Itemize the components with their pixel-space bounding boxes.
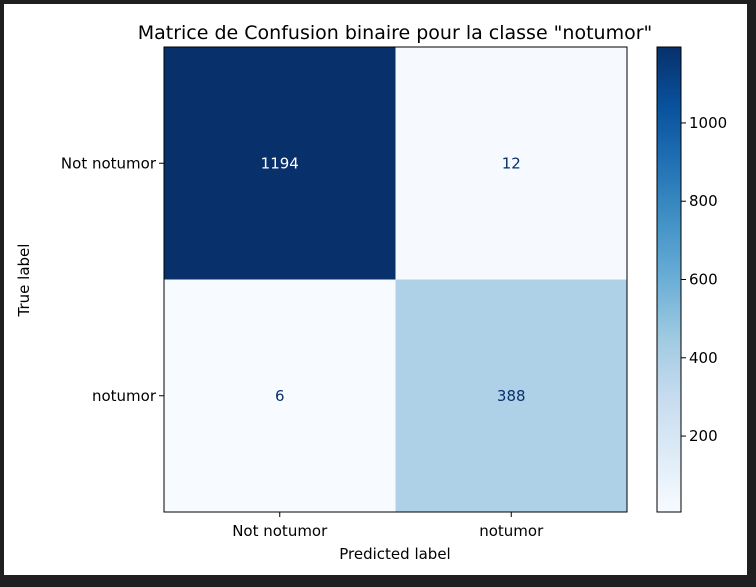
cell-value-0-0: 1194 bbox=[261, 154, 299, 172]
cell-value-1-0: 6 bbox=[275, 387, 285, 405]
x-tick-label: Not notumor bbox=[232, 522, 328, 540]
cell-1-0 bbox=[164, 279, 396, 512]
x-axis-ticks: Not notumor notumor bbox=[232, 512, 544, 540]
x-axis-label: Predicted label bbox=[339, 545, 450, 563]
cell-value-0-1: 12 bbox=[502, 154, 521, 172]
cell-0-1 bbox=[395, 47, 627, 280]
figure-frame: Matrice de Confusion binaire pour la cla… bbox=[4, 4, 747, 575]
colorbar-tick-label: 1000 bbox=[689, 114, 727, 132]
y-axis-ticks: Not notumor notumor bbox=[61, 154, 164, 405]
colorbar-ticks: 200 400 600 800 1000 bbox=[681, 114, 727, 445]
colorbar-tick-label: 800 bbox=[689, 192, 718, 210]
colorbar-tick-label: 600 bbox=[689, 271, 718, 289]
colorbar-tick-label: 200 bbox=[689, 427, 718, 445]
plot-frame bbox=[163, 46, 628, 513]
y-tick-label: notumor bbox=[92, 387, 157, 405]
confusion-matrix-figure: Matrice de Confusion binaire pour la cla… bbox=[15, 22, 727, 563]
cell-value-1-1: 388 bbox=[497, 387, 526, 405]
colorbar-tick-label: 400 bbox=[689, 349, 718, 367]
colorbar bbox=[656, 46, 682, 513]
cell-1-1 bbox=[395, 279, 627, 512]
matrix-cells: 1194 12 6 388 bbox=[164, 47, 627, 512]
y-tick-label: Not notumor bbox=[61, 154, 157, 172]
chart-title: Matrice de Confusion binaire pour la cla… bbox=[138, 22, 653, 44]
cell-0-0 bbox=[164, 47, 396, 280]
x-tick-label: notumor bbox=[479, 522, 544, 540]
y-axis-label: True label bbox=[15, 244, 33, 318]
